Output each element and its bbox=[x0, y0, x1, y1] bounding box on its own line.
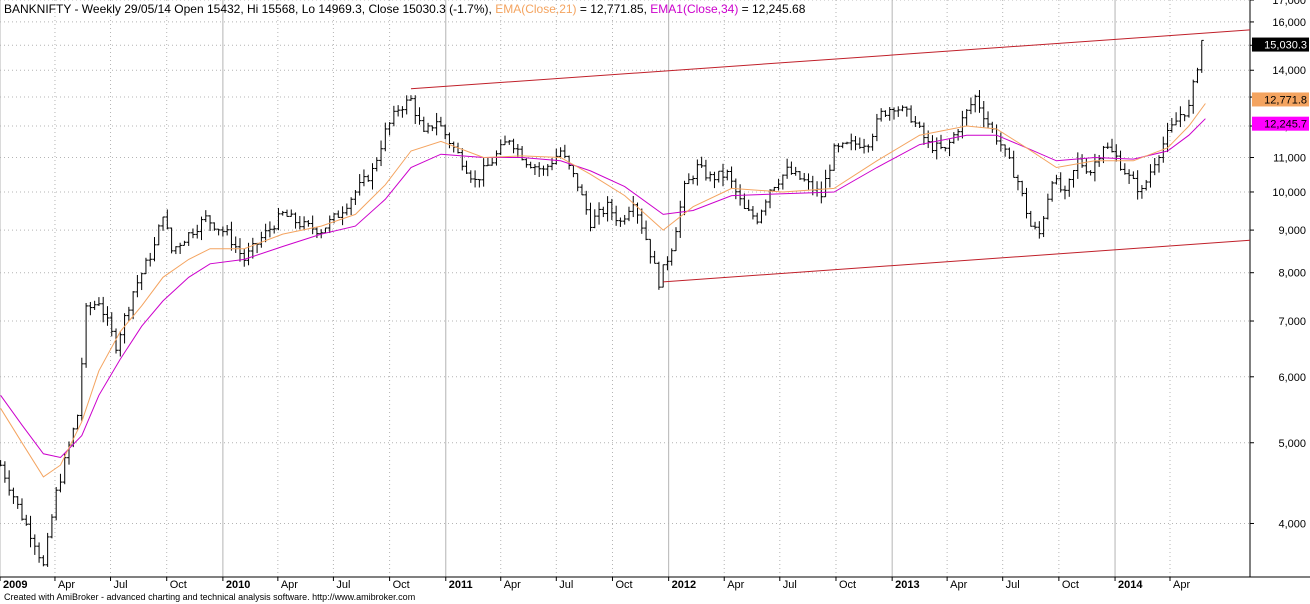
ema34-legend-value: = 12,245.68 bbox=[738, 2, 806, 16]
y-tick-label: 6,000 bbox=[1278, 372, 1306, 384]
symbol-info: BANKNIFTY - Weekly 29/05/14 Open 15432, … bbox=[4, 2, 489, 16]
ema21-value-badge bbox=[1252, 92, 1309, 107]
x-tick-label: Oct bbox=[615, 579, 632, 591]
x-tick-label: 2011 bbox=[449, 579, 473, 591]
y-tick-label: 14,000 bbox=[1272, 65, 1306, 77]
footer-credit: Created with AmiBroker - advanced charti… bbox=[4, 592, 416, 602]
x-tick-label: 2013 bbox=[895, 579, 919, 591]
x-tick-label: 2010 bbox=[226, 579, 250, 591]
upper-channel-trendline bbox=[410, 29, 1251, 90]
lower-channel-trendline bbox=[663, 239, 1251, 283]
x-tick-label: 2009 bbox=[3, 579, 27, 591]
ohlc-bars bbox=[0, 39, 1204, 567]
x-tick-label: 2012 bbox=[672, 579, 696, 591]
x-tick-label: Apr bbox=[1173, 579, 1190, 591]
x-tick-label: Jul bbox=[114, 579, 128, 591]
y-tick-label: 7,000 bbox=[1278, 316, 1306, 328]
ema34-value-badge bbox=[1252, 116, 1309, 131]
y-tick-label: 4,000 bbox=[1278, 518, 1306, 530]
x-tick-label: Oct bbox=[1062, 579, 1079, 591]
ema21-legend-label: EMA(Close,21) bbox=[495, 2, 577, 16]
x-tick-label: Oct bbox=[170, 579, 187, 591]
x-tick-label: Jul bbox=[336, 579, 350, 591]
x-tick-label: Apr bbox=[281, 579, 298, 591]
y-tick-label: 11,000 bbox=[1273, 152, 1306, 164]
x-tick-label: Jul bbox=[783, 579, 797, 591]
ema21-legend-value: = 12,771.85, bbox=[576, 2, 651, 16]
x-tick-label: Jul bbox=[559, 579, 573, 591]
y-tick-label: 8,000 bbox=[1278, 268, 1306, 280]
y-tick-label: 16,000 bbox=[1272, 17, 1306, 29]
x-tick-label: Apr bbox=[950, 579, 967, 591]
x-tick-label: Apr bbox=[727, 579, 744, 591]
ema34-legend-label: EMA1(Close,34) bbox=[650, 2, 739, 16]
ema21-line bbox=[0, 103, 1206, 478]
y-tick-label: 9,000 bbox=[1278, 225, 1306, 237]
chart-header: BANKNIFTY - Weekly 29/05/14 Open 15432, … bbox=[4, 2, 806, 16]
x-tick-label: Apr bbox=[58, 579, 75, 591]
y-tick-label: 5,000 bbox=[1278, 438, 1306, 450]
y-tick-label: 10,000 bbox=[1272, 187, 1306, 199]
ema21-value-label: 12,771.8 bbox=[1264, 94, 1307, 106]
x-tick-label: Apr bbox=[504, 579, 521, 591]
x-tick-label: 2014 bbox=[1118, 579, 1143, 591]
x-tick-label: Oct bbox=[393, 579, 410, 591]
x-tick-label: Oct bbox=[839, 579, 856, 591]
close-value-label: 15,030.3 bbox=[1264, 40, 1307, 52]
y-tick-label: 17,000 bbox=[1272, 0, 1306, 7]
ema34-value-label: 12,245.7 bbox=[1264, 119, 1307, 131]
x-tick-label: Jul bbox=[1006, 579, 1020, 591]
ema34-line bbox=[0, 118, 1206, 459]
close-value-badge bbox=[1252, 37, 1309, 52]
